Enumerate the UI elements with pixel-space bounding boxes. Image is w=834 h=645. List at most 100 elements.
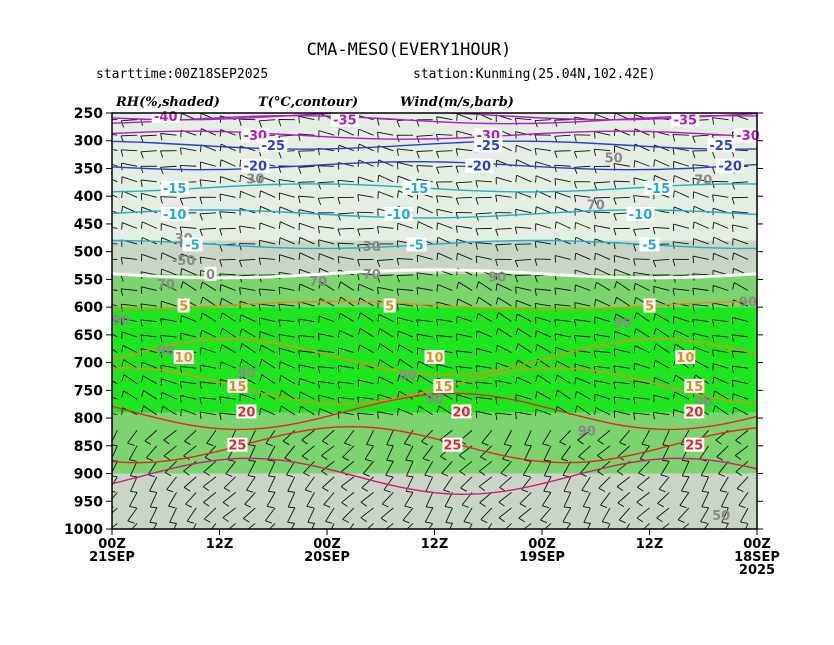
wind-barb-flag	[721, 538, 728, 539]
wind-barb	[121, 134, 138, 137]
wind-barb-flag	[633, 345, 636, 353]
contour-label: 0	[206, 268, 215, 283]
wind-barb-flag	[422, 458, 430, 462]
wind-barb-flag	[554, 119, 558, 127]
wind-barb	[732, 211, 749, 214]
wind-barb	[536, 206, 552, 214]
wind-barb	[497, 328, 512, 338]
wind-barb-flag	[239, 287, 241, 295]
wind-barb	[112, 445, 118, 459]
wind-barb	[594, 131, 611, 136]
contour-label-bg	[384, 206, 413, 221]
wind-barb	[121, 331, 138, 338]
wind-barb	[476, 330, 493, 338]
wind-barb	[246, 476, 256, 491]
wind-barb	[267, 476, 276, 492]
wind-barb	[436, 208, 453, 214]
wind-barb-flag	[711, 335, 715, 343]
wind-barb	[692, 332, 709, 338]
wind-barb	[321, 460, 335, 472]
wind-barb	[340, 476, 355, 487]
wind-barb-flag	[475, 381, 478, 390]
wind-barb	[377, 274, 394, 277]
x-tick-label: 21SEP	[89, 550, 135, 565]
wind-barb-flag	[498, 501, 505, 507]
wind-barb-flag	[559, 441, 567, 446]
wind-barb	[534, 288, 552, 291]
wind-barb	[183, 476, 197, 488]
wind-barb	[320, 281, 335, 291]
wind-barb	[556, 360, 571, 369]
wind-barb-flag	[259, 344, 262, 353]
wind-barb-flag	[712, 390, 716, 398]
wind-barb	[303, 461, 315, 474]
wind-barb	[127, 507, 138, 522]
wind-barb	[693, 238, 709, 245]
rh-label: 90	[237, 367, 255, 382]
wind-barb-flag	[574, 335, 577, 343]
wind-barb-flag	[574, 222, 576, 230]
wind-barb	[672, 288, 689, 291]
wind-barb	[299, 222, 315, 229]
wind-barb	[143, 389, 158, 400]
wind-barb-flag	[692, 288, 695, 296]
wind-barb-flag	[160, 196, 163, 204]
wind-barb-flag	[436, 405, 440, 413]
wind-barb	[357, 272, 374, 276]
wind-barb-flag	[184, 440, 191, 446]
wind-barb	[614, 268, 630, 276]
wind-barb	[456, 148, 473, 152]
wind-barb-flag	[199, 179, 202, 187]
wind-barb	[378, 191, 394, 198]
wind-barb	[202, 281, 217, 291]
wind-barb	[575, 284, 591, 291]
wind-barb	[633, 380, 650, 385]
wind-barb-flag	[366, 444, 374, 447]
wind-barb	[478, 476, 493, 487]
wind-barb	[515, 286, 532, 291]
wind-barb-flag	[495, 297, 499, 305]
wind-barb-flag	[146, 457, 153, 462]
wind-barb	[515, 411, 532, 416]
wind-barb	[554, 150, 571, 152]
wind-barb-flag	[554, 221, 557, 229]
wind-barb-flag	[514, 226, 518, 234]
wind-barb-flag	[721, 506, 729, 509]
wind-barb-flag	[563, 506, 571, 509]
wind-barb	[260, 407, 276, 416]
wind-barb-flag	[735, 471, 743, 476]
wind-barb-flag	[377, 132, 379, 140]
wind-barb	[614, 348, 630, 354]
wind-barb-flag	[495, 413, 498, 421]
wind-barb-flag	[239, 191, 241, 199]
wind-barb	[643, 523, 650, 529]
wind-barb	[633, 195, 650, 198]
wind-barb	[468, 523, 473, 529]
y-tick-label: 400	[74, 189, 103, 205]
wind-barb	[475, 242, 492, 245]
wind-barb-flag	[259, 359, 263, 367]
wind-barb-flag	[383, 489, 391, 493]
x-tick-label: 00Z	[98, 537, 126, 552]
wind-barb	[337, 227, 354, 230]
wind-barb-flag	[583, 538, 590, 539]
wind-barb	[199, 227, 216, 230]
wind-barb	[436, 116, 453, 121]
wind-barb	[436, 133, 453, 136]
wind-barb	[732, 393, 749, 400]
wind-barb	[379, 343, 394, 353]
wind-barb	[522, 461, 532, 476]
wind-barb-flag	[112, 460, 118, 462]
wind-barb-flag	[318, 253, 320, 261]
wind-barb	[304, 476, 315, 491]
wind-barb-flag	[338, 281, 341, 289]
wind-barb-flag	[298, 364, 300, 372]
wind-barb-flag	[357, 344, 361, 352]
wind-barb	[377, 411, 394, 416]
wind-barb-flag	[357, 328, 361, 336]
wind-barb	[681, 461, 690, 477]
wind-barb-flag	[554, 374, 558, 382]
wind-barb-flag	[619, 442, 627, 446]
wind-barb	[535, 223, 552, 229]
wind-barb	[457, 298, 473, 307]
